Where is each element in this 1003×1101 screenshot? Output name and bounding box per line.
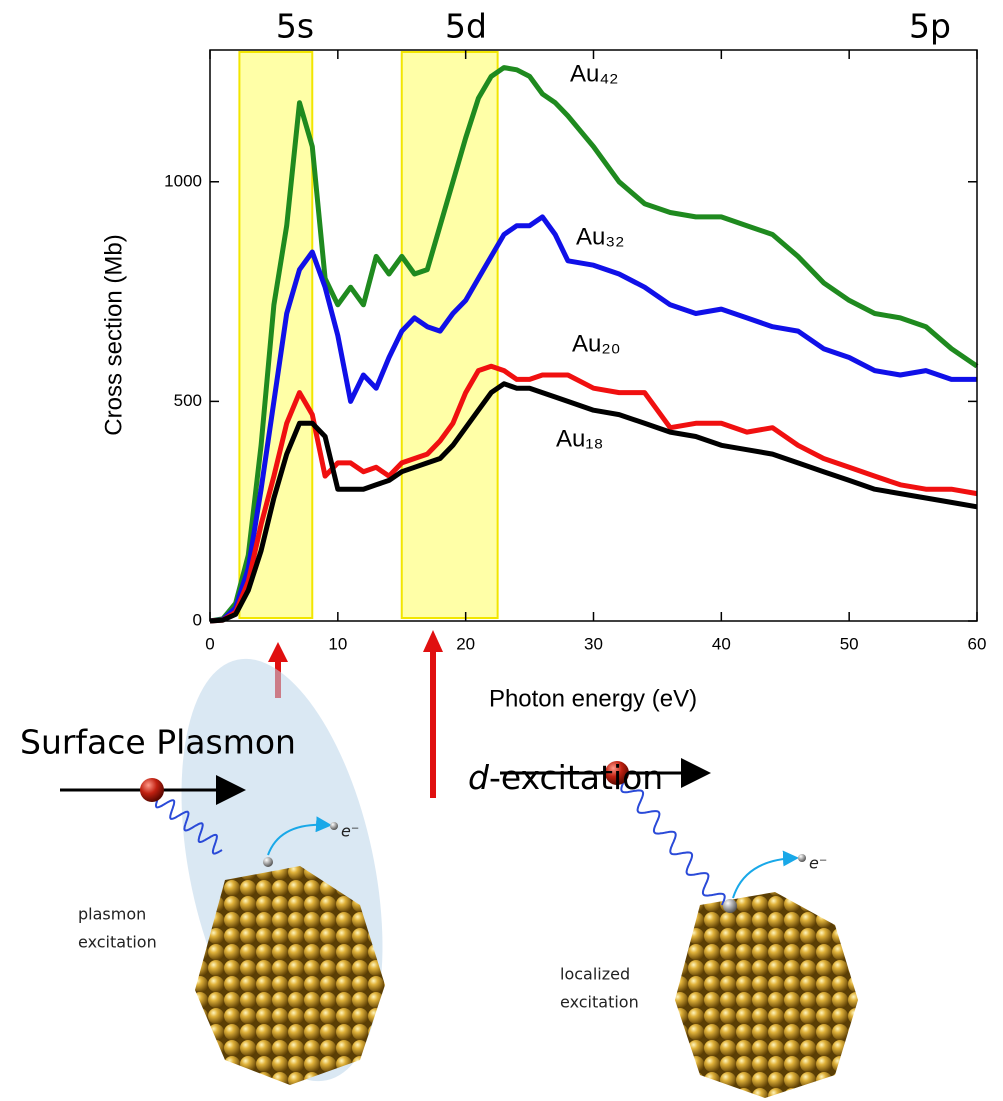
electron [798, 854, 806, 862]
series-line [210, 384, 977, 621]
x-tick-label: 10 [328, 634, 347, 653]
series-label: Au₂₀ [572, 330, 621, 357]
shell-band [402, 52, 498, 618]
shell-label: 5s [276, 7, 314, 46]
series-label: Au₄₂ [570, 60, 618, 87]
shell-label: 5d [445, 7, 487, 46]
y-axis-label: Cross section (Mb) [100, 234, 127, 435]
illustration-title: Surface Plasmon [20, 723, 296, 762]
plot: 5s 5d 5p Au₄₂ Au₃₂ Au₂₀ Au₁₈ 0 10 20 30 40 50 60 0 500 1… [100, 7, 986, 713]
y-tick-label: 0 [193, 610, 202, 629]
caption: plasmon [78, 905, 146, 924]
x-axis-label: Photon energy (eV) [489, 685, 697, 712]
caption: excitation [78, 933, 157, 952]
x-tick-label: 0 [205, 634, 214, 653]
series-label: Au₃₂ [576, 223, 624, 250]
series-label: Au₁₈ [556, 425, 603, 452]
y-tick-label: 500 [174, 391, 202, 410]
electron-path [733, 858, 795, 898]
x-tick-label: 50 [840, 634, 859, 653]
electron [263, 857, 273, 867]
caption: localized [560, 965, 630, 984]
illustration-title: d-excitation [468, 758, 663, 798]
x-tick-label: 60 [968, 634, 987, 653]
x-tick-label: 20 [456, 634, 475, 653]
page: {"chart_data": {"type": "line", "x_label… [0, 0, 1003, 1101]
y-tick-label: 1000 [164, 171, 202, 190]
electron [723, 899, 737, 913]
caption: excitation [560, 993, 639, 1012]
shell-label: 5p [909, 7, 951, 46]
electron-label: e⁻ [809, 854, 827, 873]
arrow-head [268, 642, 288, 662]
x-tick-label: 40 [712, 634, 731, 653]
arrow-head [423, 630, 443, 652]
chart: 5s 5d 5p Au₄₂ Au₃₂ Au₂₀ Au₁₈ 0 10 20 30 40 50 60 0 500 1… [0, 0, 1003, 1101]
series-line [210, 366, 977, 621]
cluster [675, 892, 858, 1098]
electron [330, 822, 338, 830]
photon [621, 781, 724, 905]
ion [140, 778, 164, 802]
x-tick-label: 30 [584, 634, 603, 653]
electron-label: e⁻ [341, 822, 359, 841]
